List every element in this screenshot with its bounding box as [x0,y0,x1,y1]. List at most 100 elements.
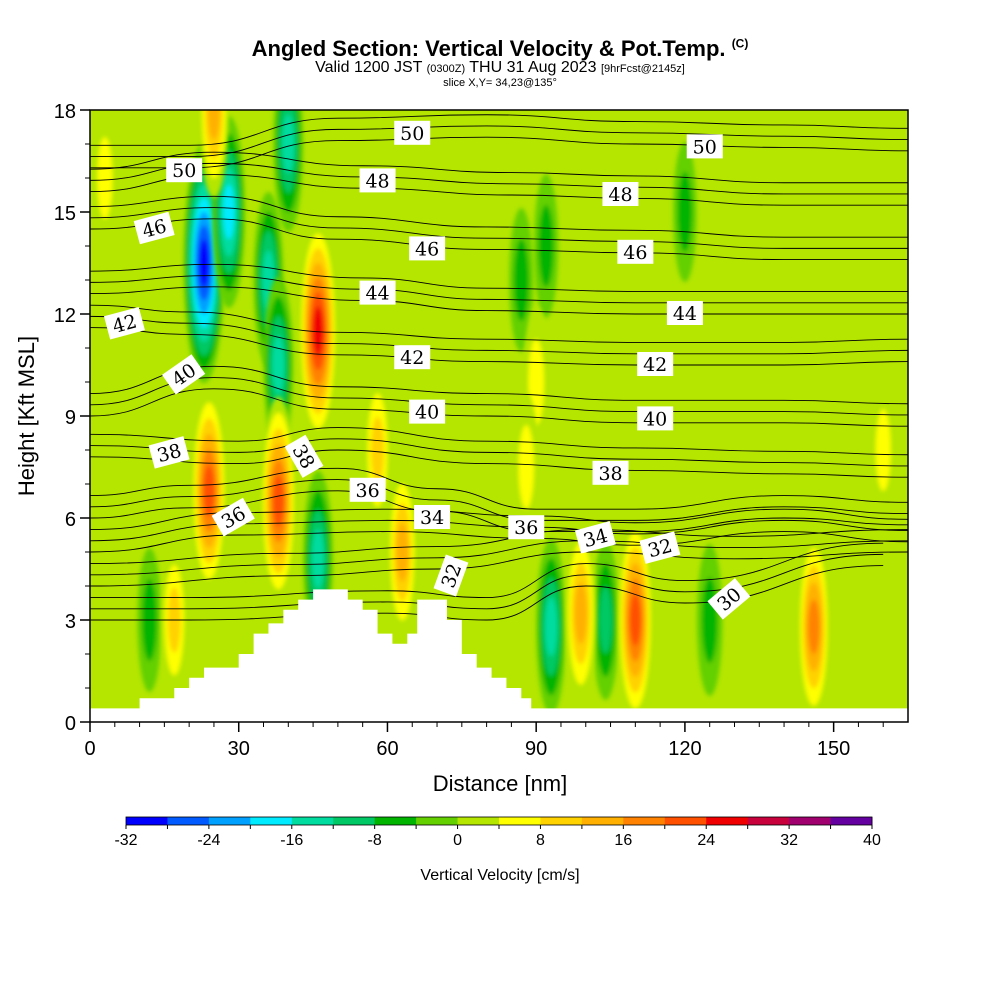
contour-label-text: 50 [172,160,196,182]
contour-label: 34 [574,521,616,554]
theta-isentrope-line [90,218,908,261]
theta-isentrope-line [90,438,908,467]
colorbar-swatch [499,817,541,825]
theta-isentrope-line [90,529,908,565]
contour-label-box [394,120,431,145]
contour-label-box [211,497,255,537]
x-tick-label: 90 [525,738,547,760]
y-tick-label: 0 [65,713,76,735]
velocity-cell [183,143,225,383]
valid-prefix: Valid 1200 JST [315,59,423,76]
y-tick-label: 6 [65,509,76,531]
theta-contour-44 [90,263,908,315]
colorbar-swatch [830,817,873,825]
slice-info: slice X,Y= 34,23@135° [443,77,557,89]
contour-label-box [394,345,431,370]
x-tick-label: 120 [668,738,701,760]
contour-label-text: 46 [623,242,647,264]
contour-label-box [639,531,681,564]
contour-label: 46 [409,236,446,261]
velocity-cell-band [701,577,718,663]
theta-contour-48 [90,151,908,206]
theta-isentrope-line [90,327,908,366]
theta-isentrope-line [90,377,908,416]
contour-label-box [161,354,206,395]
contour-label-text: 40 [643,408,667,430]
contour-label: 44 [666,301,703,325]
contour-label-box [133,211,175,245]
velocity-cell [387,464,418,640]
theta-contour-46 [90,195,908,261]
theta-isentrope-line [90,449,908,478]
velocity-cell-band [207,110,220,140]
contour-label-box [409,399,446,424]
colorbar-swatch [416,817,459,825]
velocity-cell-band [513,239,529,321]
velocity-cell-band [272,335,285,395]
contour-label-box [409,236,446,261]
theta-contour-50 [90,114,908,169]
velocity-cell [536,538,566,715]
contour-label-box [103,306,145,340]
theta-isentrope-line [90,490,908,533]
theta-isentrope-line [90,304,908,344]
contour-label-box [617,239,654,264]
contour-label-box [414,505,451,529]
colorbar-swatch [664,817,707,825]
contour-label-box [666,301,703,325]
y-tick-label: 9 [65,407,76,429]
colorbar-title: Vertical Velocity [cm/s] [420,867,579,884]
velocity-cell-band [272,475,284,527]
theta-isentrope-line [90,174,908,206]
contour-label: 34 [414,505,451,529]
theta-isentrope-line [90,162,908,195]
chart-title-tag: (C) [731,36,749,51]
contour-label-text: 42 [400,347,424,369]
theta-isentrope-line [90,388,908,427]
colorbar-tick-label: -16 [280,832,303,849]
velocity-cell [364,370,392,530]
colorbar-swatch [291,817,334,825]
velocity-cell-band [396,522,409,582]
contour-label-box [602,182,639,206]
velocity-cell-band [312,529,325,589]
velocity-cell [696,544,723,696]
colorbar-tick-label: 40 [863,832,881,849]
y-tick-label: 15 [54,203,76,225]
x-tick-label: 30 [228,738,250,760]
colorbar-tick-label: -24 [197,832,220,849]
velocity-cell-band [677,172,693,252]
chart-title: Angled Section: Vertical Velocity & Pot.… [0,36,1000,62]
x-tick-label: 0 [84,738,95,760]
colorbar-tick-label: -8 [368,832,382,849]
theta-isentrope-line [90,207,908,249]
contour-label: 36 [349,477,386,502]
contour-label-box [686,134,723,159]
velocity-cell [513,393,539,541]
contour-label: 40 [637,406,674,431]
valid-utc: (0300Z) [426,63,466,75]
contour-label-text: 42 [643,354,667,376]
colorbar-swatch [333,817,376,825]
contour-label-box [359,280,396,305]
colorbar-swatch [126,817,168,825]
contour-label-box [637,352,674,376]
y-tick-label: 12 [54,305,76,327]
x-tick-label: 150 [817,738,850,760]
colorbar-tick-label: 0 [453,832,462,849]
theta-isentrope-line [90,263,908,293]
chart-title-text: Angled Section: Vertical Velocity & Pot.… [251,36,726,61]
theta-contour-36 [90,467,908,533]
theta-isentrope-line [90,427,908,456]
velocity-cell-band [538,205,554,287]
colorbar-swatch [747,817,790,825]
contour-label-box [284,434,324,478]
y-axis: 0 3 6 9 12 15 18 [54,101,90,735]
velocity-cell-band [545,597,558,657]
colorbar-swatch [540,817,583,825]
colorbar-tick-label: 16 [614,832,632,849]
theta-isentrope-line [90,125,908,158]
contour-label: 50 [166,158,203,183]
